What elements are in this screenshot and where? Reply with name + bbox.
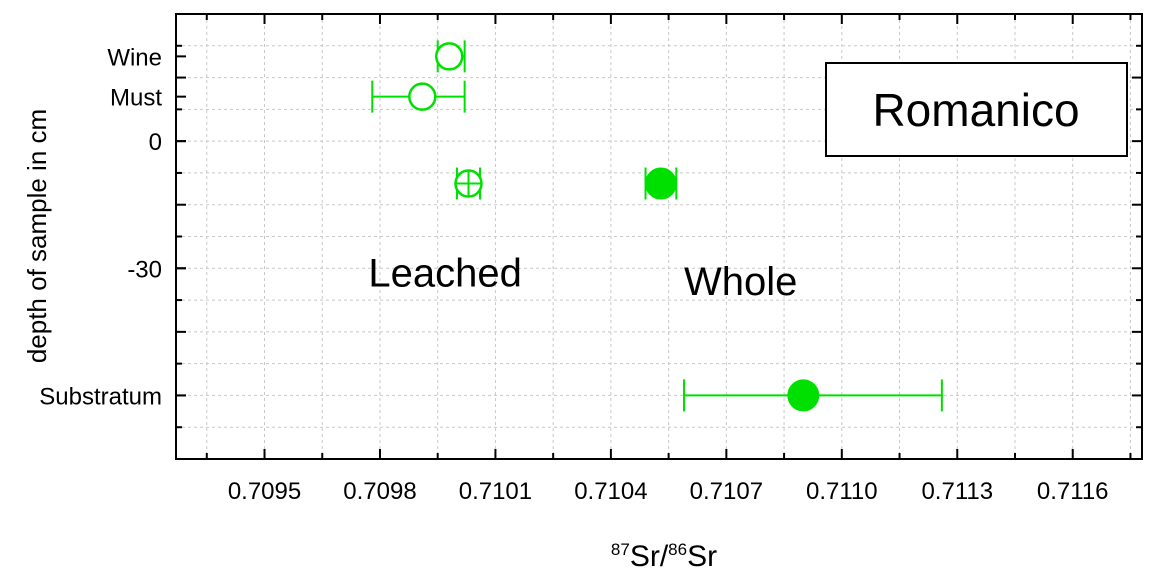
data-point (409, 84, 435, 110)
y-tick-label: Wine (107, 44, 162, 71)
x-axis-title-sup1: 87 (611, 540, 630, 559)
data-point (646, 169, 676, 199)
y-tick-label: Substratum (39, 383, 162, 410)
x-tick-label: 0.7113 (921, 478, 993, 505)
data-points (409, 43, 818, 410)
y-tick-label: Must (110, 85, 162, 112)
chart-title-box: Romanico (826, 63, 1127, 156)
x-tick-label: 0.7095 (228, 478, 301, 505)
x-tick-label: 0.7116 (1037, 478, 1109, 505)
x-tick-label: 0.7104 (574, 478, 647, 505)
data-point (788, 380, 818, 410)
x-axis-title-sup2: 86 (668, 540, 687, 559)
x-tick-label: 0.7110 (806, 478, 878, 505)
x-axis-title-text2: Sr (687, 540, 717, 573)
annotations: Leached Whole (368, 252, 797, 304)
data-point (436, 43, 462, 69)
x-axis-title: 87Sr/86Sr (611, 540, 717, 573)
x-tick-label: 0.7101 (459, 478, 532, 505)
y-tick-label: 0 (149, 129, 162, 156)
x-axis-title-text1: Sr/ (630, 540, 669, 573)
annotation-label: Leached (368, 252, 521, 296)
chart-title: Romanico (872, 84, 1079, 136)
y-tick-label: -30 (127, 256, 162, 283)
x-tick-label: 0.7098 (343, 478, 416, 505)
y-axis-title: depth of sample in cm (22, 109, 52, 363)
annotation-label: Whole (684, 260, 797, 304)
x-tick-label: 0.7107 (690, 478, 763, 505)
